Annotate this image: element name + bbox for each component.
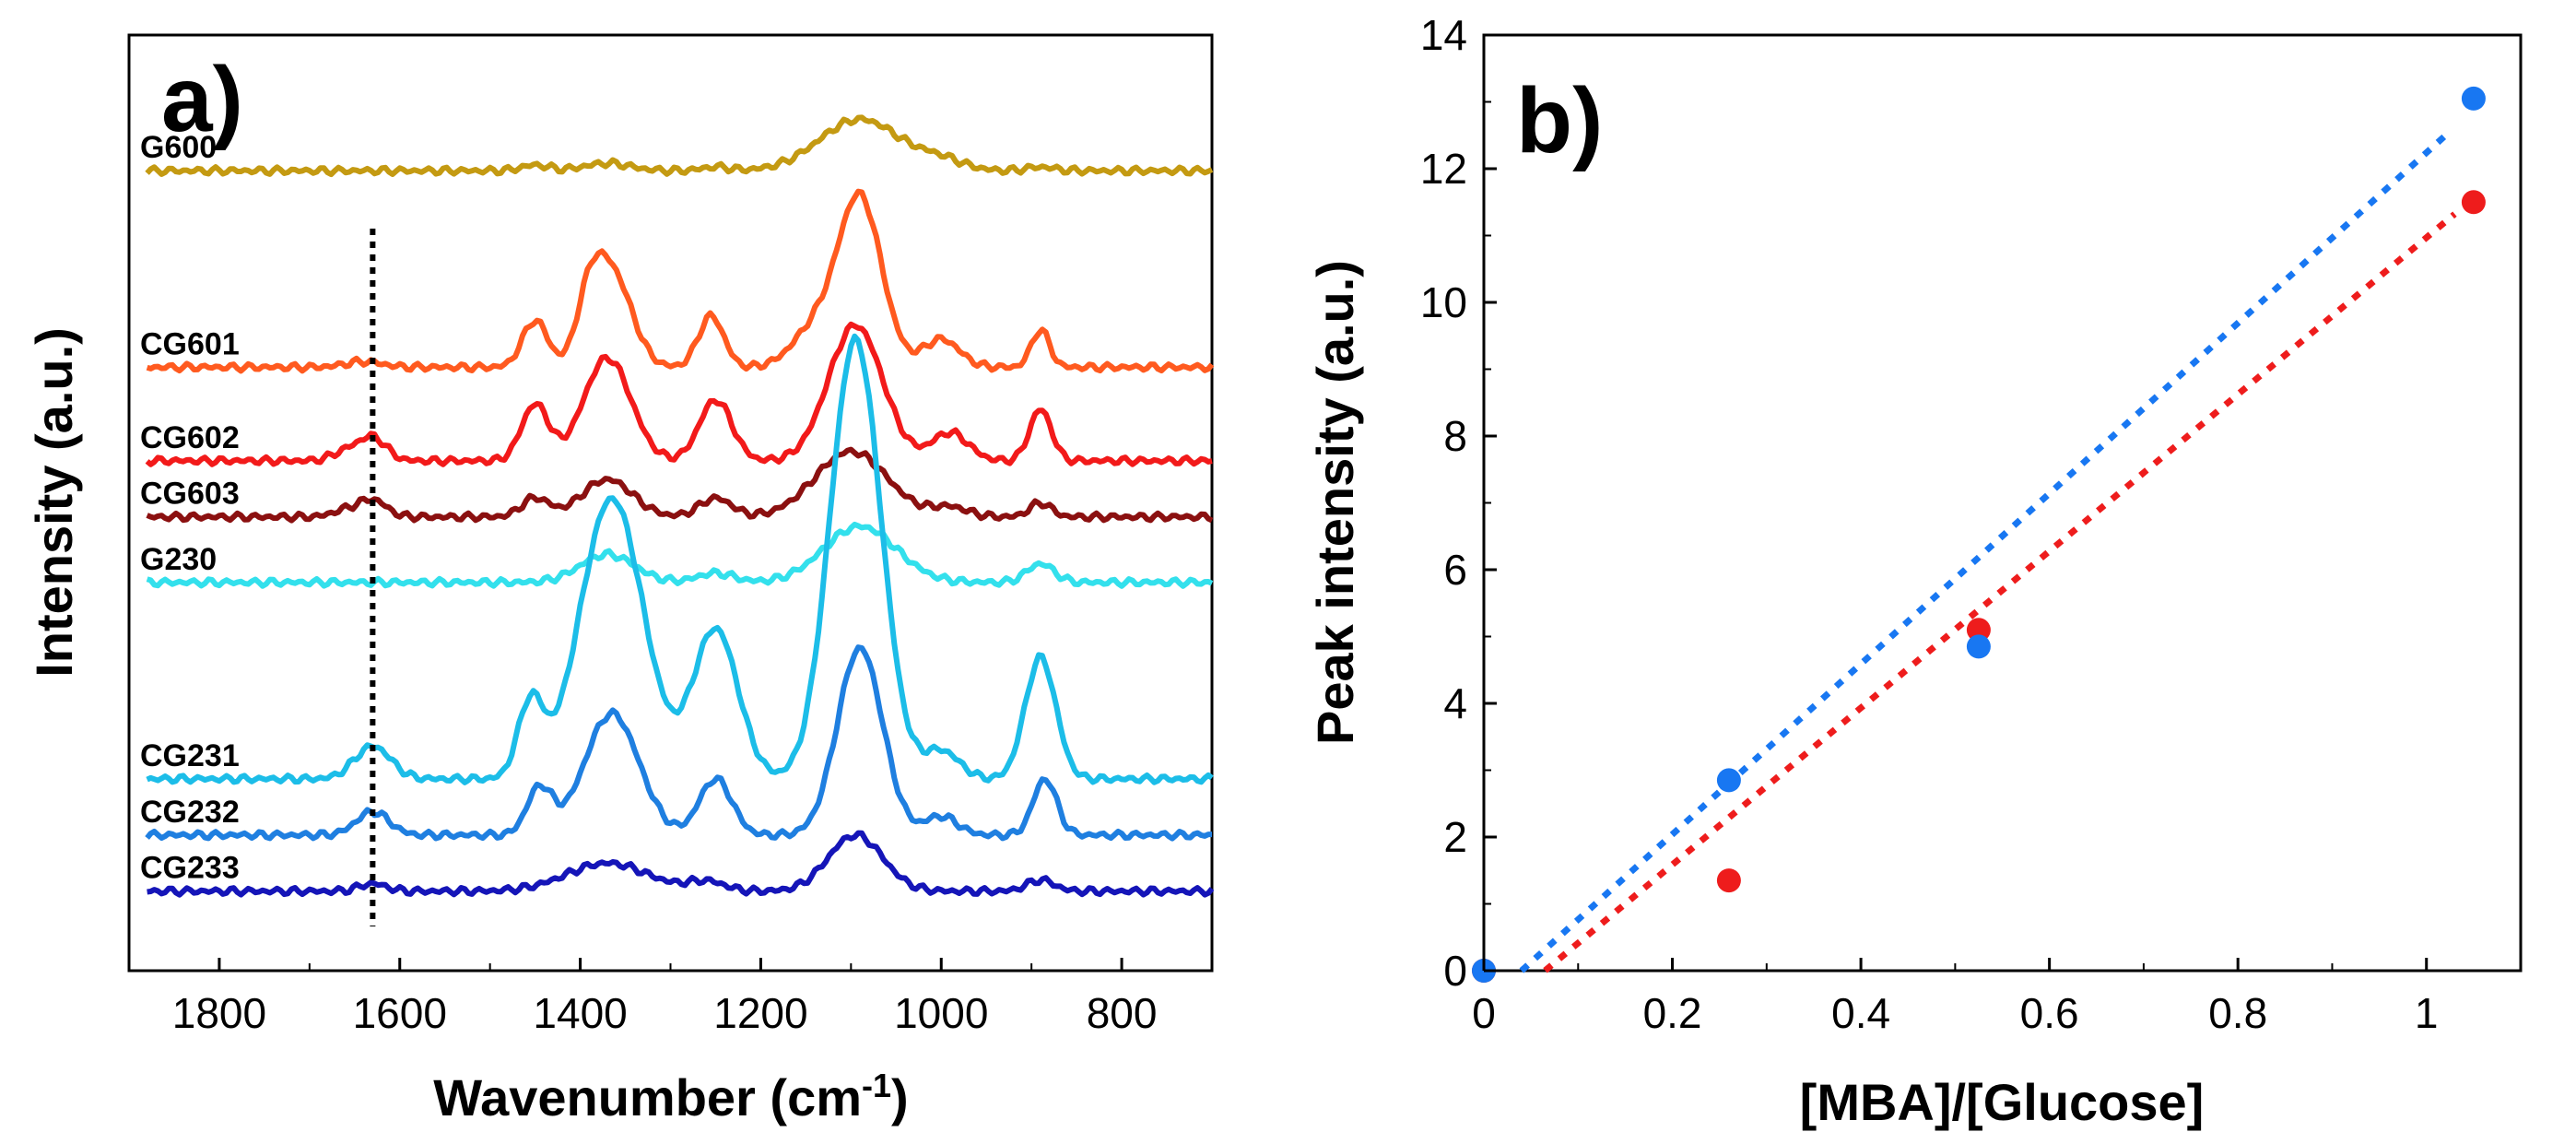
x-tick-label: 0.2 <box>1643 989 1702 1037</box>
point-red <box>2461 190 2486 215</box>
x-tick-label: 800 <box>1087 989 1158 1037</box>
x-tick-label: 0.4 <box>1831 989 1890 1037</box>
trace-label-cg602: CG602 <box>140 420 240 455</box>
fit-line-blue <box>1519 133 2448 973</box>
y-tick-label: 6 <box>1443 546 1467 594</box>
panel-b-scatter: b) 0 0.2 0.4 0.6 0.8 1 0 2 4 6 8 10 12 14 [MBA]/[Glu… <box>1306 11 2523 1131</box>
trace-cg231 <box>146 333 1214 785</box>
trace-label-cg231: CG231 <box>140 738 240 773</box>
trace-label-cg232: CG232 <box>140 795 240 830</box>
y-tick-label: 14 <box>1420 11 1467 59</box>
trace-cg602 <box>145 321 1213 467</box>
trace-label-g600: G600 <box>140 130 217 165</box>
trace-label-cg603: CG603 <box>140 477 240 512</box>
x-axis-label-mba-glucose: [MBA]/[Glucose] <box>1800 1073 2205 1131</box>
y-axis-label-peak-intensity: Peak intensity (a.u.) <box>1306 260 1364 745</box>
trace-label-cg601: CG601 <box>140 326 240 361</box>
x-tick-label: 1800 <box>172 989 266 1037</box>
trace-cg601 <box>146 188 1215 374</box>
trace-cg232 <box>145 644 1212 842</box>
trace-cg603 <box>146 446 1214 524</box>
x-tick-label: 0 <box>1472 989 1496 1037</box>
point-red <box>1716 868 1741 893</box>
y-axis-label-intensity: Intensity (a.u.) <box>25 327 83 678</box>
x-tick-label: 1000 <box>894 989 988 1037</box>
point-blue <box>1966 634 1991 659</box>
point-blue <box>2461 86 2486 111</box>
x-tick-label: 1200 <box>713 989 807 1037</box>
x-tick-label: 0.8 <box>2208 989 2267 1037</box>
y-tick-label: 8 <box>1443 412 1467 460</box>
panel-b-label: b) <box>1516 69 1603 172</box>
panel-a-label: a) <box>161 48 243 151</box>
x-tick-label: 1400 <box>533 989 627 1037</box>
x-axis-label-wavenumber: Wavenumber (cm-1) <box>433 1067 908 1126</box>
x-tick-label: 1600 <box>353 989 447 1037</box>
y-tick-label: 2 <box>1443 813 1467 861</box>
y-tick-label: 4 <box>1443 679 1467 727</box>
x-tick-label: 0.6 <box>2020 989 2079 1037</box>
trace-cg233 <box>147 830 1215 898</box>
x-tick-label: 1 <box>2415 989 2439 1037</box>
y-tick-label: 12 <box>1420 145 1467 193</box>
trace-g230 <box>146 521 1214 589</box>
fit-line-red <box>1543 211 2457 973</box>
trace-g600 <box>145 114 1214 178</box>
panel-a-spectra: a) G600 CG601 CG602 CG603 G230 CG231 CG232 CG23… <box>25 33 1215 1126</box>
trace-label-g230: G230 <box>140 542 217 577</box>
trace-label-cg233: CG233 <box>140 851 240 886</box>
point-red <box>1966 618 1991 643</box>
panel-b-frame <box>1482 33 2523 973</box>
y-tick-label: 10 <box>1420 278 1467 326</box>
point-blue <box>1716 768 1741 793</box>
y-tick-label: 0 <box>1443 947 1467 995</box>
